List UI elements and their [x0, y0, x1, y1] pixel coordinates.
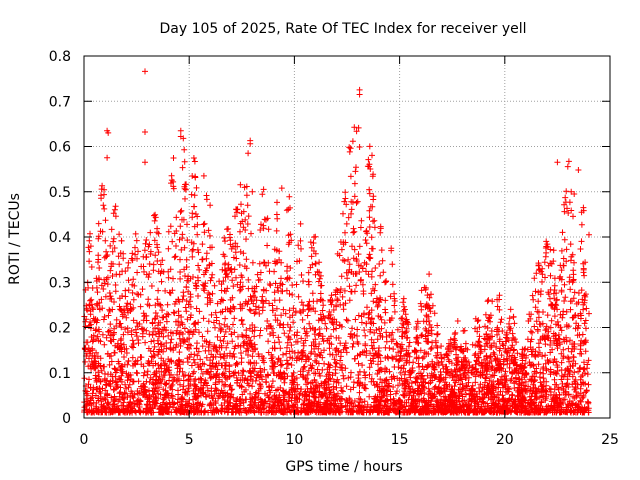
y-tick-label: 0.2: [49, 321, 71, 337]
y-tick-label: 0.4: [49, 230, 71, 246]
axis-ticks: 0 0.1 0.2 0.3 0.4 0.5 0.6 0.7 0.8 0 5 10 15 20 25: [49, 49, 619, 448]
x-tick-label: 15: [391, 432, 409, 448]
roti-data-markers: [81, 68, 592, 416]
y-tick-label: 0.5: [49, 185, 71, 201]
x-axis-label: GPS time / hours: [285, 459, 402, 475]
y-tick-label: 0: [62, 411, 71, 427]
scatter-points: [81, 68, 592, 416]
y-tick-label: 0.6: [49, 140, 71, 156]
x-tick-label: 0: [80, 432, 89, 448]
grid-lines: [84, 56, 610, 418]
x-tick-label: 20: [496, 432, 514, 448]
y-tick-label: 0.7: [49, 94, 71, 110]
x-tick-label: 5: [185, 432, 194, 448]
y-tick-label: 0.1: [49, 366, 71, 382]
x-tick-label: 25: [601, 432, 619, 448]
y-axis-label: ROTI / TECUs: [7, 193, 23, 285]
chart-title: Day 105 of 2025, Rate Of TEC Index for r…: [159, 21, 526, 37]
x-tick-label: 10: [285, 432, 303, 448]
y-tick-label: 0.3: [49, 275, 71, 291]
y-tick-label: 0.8: [49, 49, 71, 65]
